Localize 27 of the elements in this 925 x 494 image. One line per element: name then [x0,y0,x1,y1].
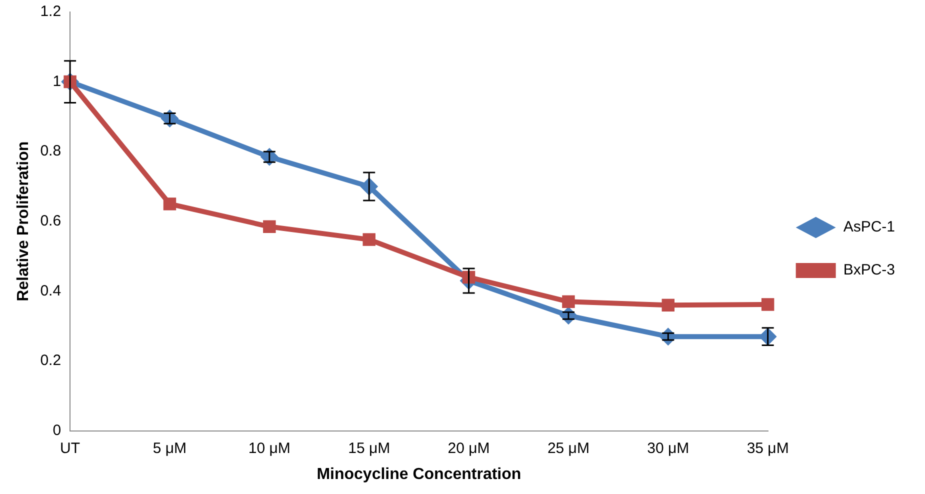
point [263,220,276,233]
x-axis-title: Minocycline Concentration [316,466,522,483]
legend-label: BxPC-3 [843,262,896,279]
x-tick-label: 30 μM [647,440,690,457]
y-tick-label: 1.2 [40,3,62,20]
point [163,198,176,210]
point [761,298,774,311]
legend-label: AsPC-1 [843,218,896,236]
y-tick-label: 0.6 [40,212,62,230]
y-tick-label: 0.4 [40,282,62,300]
x-tick-label: 10 μM [248,440,290,457]
x-tick-label: 35 μM [746,440,789,457]
y-tick-label: 0.8 [40,142,62,160]
y-tick-label: 0.2 [40,352,62,370]
x-tick-label: 20 μM [448,440,490,457]
y-tick-label: 0 [52,422,62,439]
x-tick-label: 25 μM [547,440,590,457]
point [362,233,376,246]
y-axis-title: Relative Proliferation [15,141,32,302]
point [160,109,179,128]
x-tick-label: 5 μM [152,440,187,457]
x-tick-label: 15 μM [348,440,390,457]
y-tick-label: 1 [52,72,62,90]
point [662,298,675,312]
point [260,148,278,166]
point [562,295,575,308]
x-tick-label: UT [60,440,80,457]
